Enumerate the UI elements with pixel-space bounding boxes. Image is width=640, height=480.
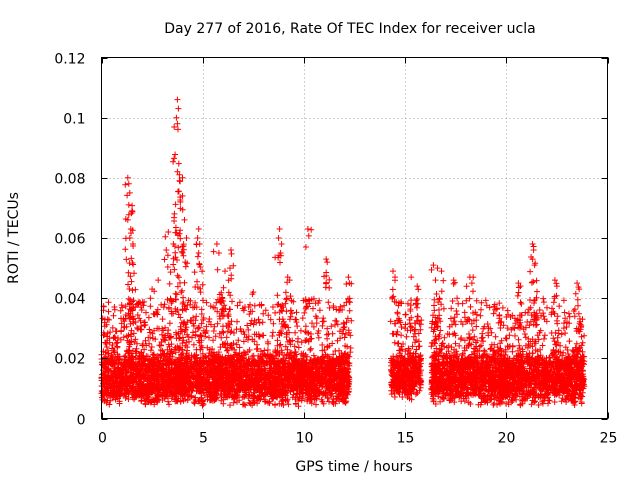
y-tick-label: 0.02: [54, 352, 85, 368]
data-points: [98, 96, 588, 410]
x-tick-label: 25: [600, 431, 618, 447]
y-tick-label: 0: [77, 413, 86, 429]
x-tick-label: 10: [296, 431, 314, 447]
x-tick-label: 0: [98, 431, 107, 447]
roti-markers: [98, 96, 588, 410]
y-tick-label: 0.04: [54, 292, 85, 308]
y-tick-label: 0.06: [54, 232, 85, 248]
y-axis-label: ROTI / TECUs: [6, 192, 22, 284]
chart-title: Day 277 of 2016, Rate Of TEC Index for r…: [164, 21, 535, 37]
y-tick-label: 0.1: [63, 112, 85, 128]
y-tick-label: 0.08: [54, 172, 85, 188]
x-tick-label: 20: [498, 431, 516, 447]
axis-ticks: 0 5 10 15 20 25 0 0.02 0.04 0.06 0.08 0.1 0.12: [54, 52, 617, 447]
x-axis-label: GPS time / hours: [295, 459, 412, 475]
y-tick-label: 0.12: [54, 52, 85, 68]
x-tick-label: 5: [199, 431, 208, 447]
x-tick-label: 15: [397, 431, 415, 447]
